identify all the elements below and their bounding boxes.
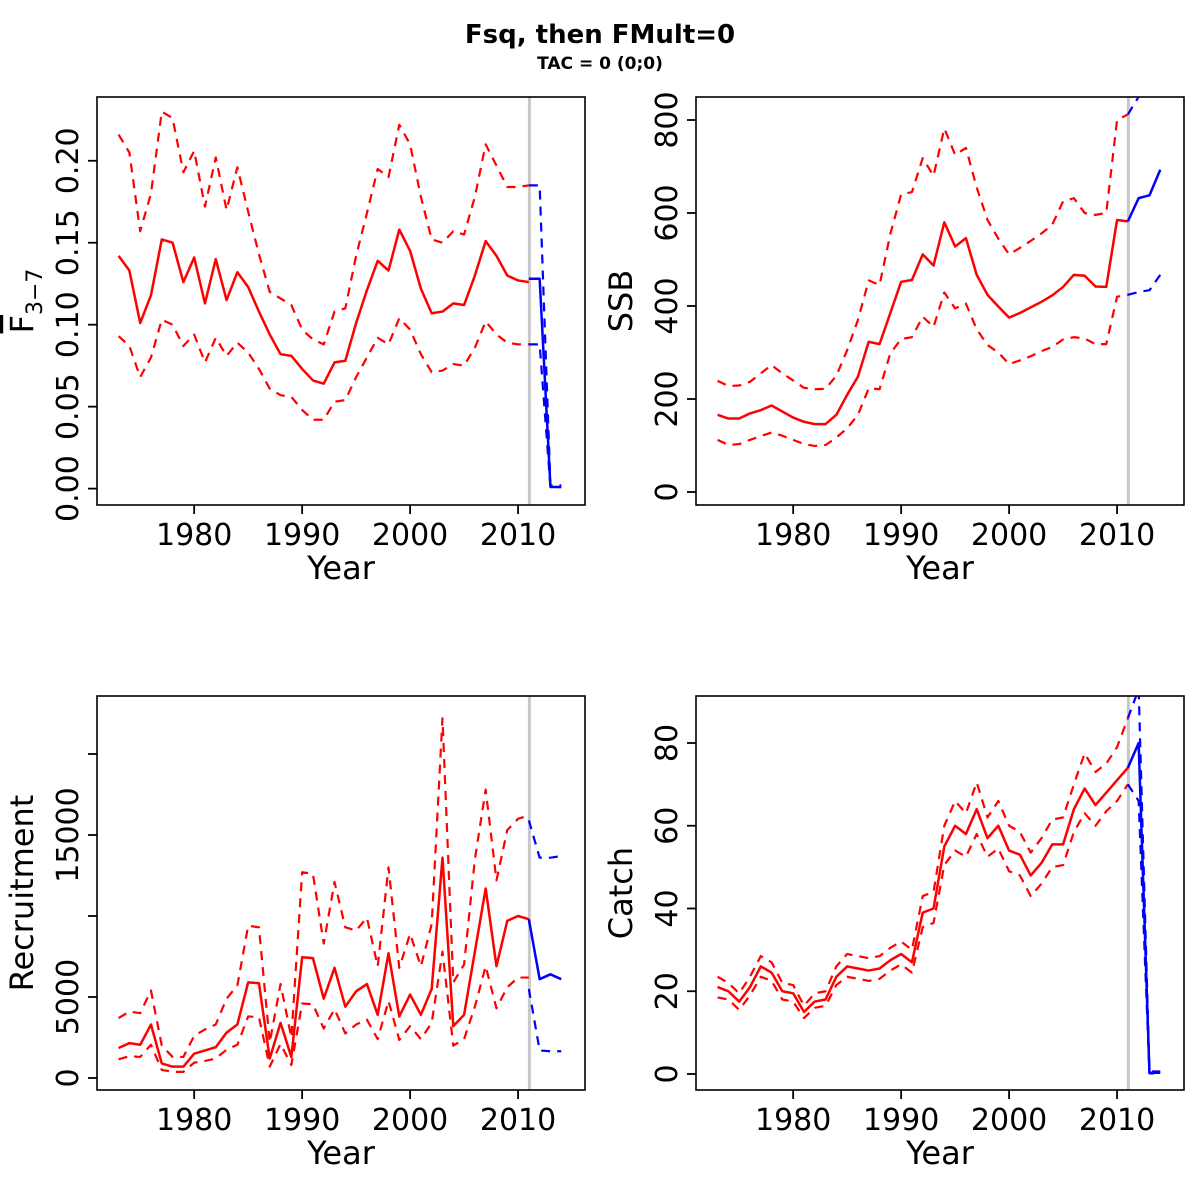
panel-catch: 1980 1990 2000 2010 0 20 40 60 80 Year Catch bbox=[602, 695, 1185, 1172]
y-tick-label: 800 bbox=[650, 91, 685, 148]
history-median-line bbox=[717, 767, 1129, 1014]
plot-area bbox=[717, 696, 1161, 1090]
y-tick-label: 400 bbox=[650, 277, 685, 334]
x-tick-label: 2010 bbox=[480, 518, 556, 553]
x-tick-label: 2010 bbox=[1079, 1103, 1155, 1138]
history-median-line bbox=[117, 228, 530, 385]
x-axis-label: Year bbox=[905, 549, 975, 587]
y-axis-label: Catch bbox=[602, 847, 640, 939]
history-lower-band-line bbox=[717, 291, 1129, 448]
y-tick-label: 0 bbox=[51, 1068, 86, 1087]
x-axis-label: Year bbox=[306, 1134, 376, 1172]
x-axis-label: Year bbox=[905, 1134, 975, 1172]
axis-box bbox=[96, 96, 586, 506]
y-tick-label: 0 bbox=[650, 482, 685, 501]
forecast-lower-band-line bbox=[1127, 274, 1162, 296]
forecast-upper-band-line bbox=[527, 820, 562, 859]
forecast-median-line bbox=[1126, 169, 1162, 222]
y-tick-label: 200 bbox=[650, 370, 685, 427]
x-tick-label: 2000 bbox=[971, 1103, 1047, 1138]
y-tick-label: 40 bbox=[650, 889, 685, 927]
panel-recruitment: 1980 1990 2000 2010 0 5000 15000 Year Recruitmen… bbox=[3, 695, 586, 1172]
x-tick-label: 1980 bbox=[755, 518, 831, 553]
history-median-line bbox=[717, 218, 1129, 426]
y-tick-label: 0 bbox=[650, 1064, 685, 1083]
y-axis-label: SSB bbox=[602, 270, 640, 333]
forecast-median-line bbox=[527, 919, 562, 981]
y-tick-label: 60 bbox=[650, 807, 685, 845]
plot-area bbox=[118, 696, 562, 1090]
x-tick-label: 2000 bbox=[372, 518, 448, 553]
x-tick-label: 1990 bbox=[264, 518, 340, 553]
y-axis-label: F3−7 bbox=[3, 269, 48, 334]
y-tick-label: 80 bbox=[650, 724, 685, 762]
x-axis-label: Year bbox=[306, 549, 376, 587]
plot-area bbox=[717, 97, 1162, 505]
x-tick-label: 1990 bbox=[264, 1103, 340, 1138]
page-title: Fsq, then FMult=0 bbox=[464, 20, 736, 50]
axis-box bbox=[695, 695, 1185, 1091]
x-tick-label: 1980 bbox=[156, 518, 232, 553]
forecast-lower-band-line bbox=[528, 343, 562, 489]
history-lower-band-line bbox=[117, 317, 529, 421]
panel-f37: 1980 1990 2000 2010 0.00 0.05 0.10 0.15 0.20 Year… bbox=[3, 96, 586, 587]
y-tick-label: 0.10 bbox=[51, 291, 86, 358]
forecast-median-line bbox=[528, 277, 562, 489]
x-tick-label: 1980 bbox=[755, 1103, 831, 1138]
y-tick-label: 0.00 bbox=[51, 455, 86, 522]
x-tick-label: 1990 bbox=[863, 1103, 939, 1138]
panel-ssb: 1980 1990 2000 2010 0 200 400 600 800 Year SSB bbox=[602, 91, 1185, 587]
x-tick-label: 1990 bbox=[863, 518, 939, 553]
x-tick-label: 1980 bbox=[156, 1103, 232, 1138]
plot-area bbox=[117, 97, 562, 505]
history-upper-band-line bbox=[717, 717, 1129, 1007]
axis-box bbox=[96, 695, 586, 1091]
y-tick-label: 20 bbox=[650, 972, 685, 1010]
history-upper-band-line bbox=[118, 717, 530, 1059]
history-upper-band-line bbox=[117, 110, 530, 346]
history-upper-band-line bbox=[717, 113, 1129, 391]
history-median-line bbox=[118, 856, 530, 1068]
y-tick-label: 5000 bbox=[51, 959, 86, 1035]
page-subtitle: TAC = 0 (0;0) bbox=[537, 54, 663, 74]
forecast-upper-band-line bbox=[528, 184, 562, 487]
y-tick-label: 600 bbox=[650, 184, 685, 241]
forecast-median-line bbox=[1126, 741, 1161, 1074]
y-tick-label: 0.20 bbox=[51, 127, 86, 194]
forecast-lower-band-line bbox=[527, 988, 562, 1053]
x-tick-label: 2010 bbox=[480, 1103, 556, 1138]
x-tick-label: 2000 bbox=[372, 1103, 448, 1138]
history-lower-band-line bbox=[118, 950, 529, 1073]
y-tick-label: 0.05 bbox=[51, 373, 86, 440]
x-tick-label: 2010 bbox=[1079, 518, 1155, 553]
y-axis-label: Recruitment bbox=[3, 795, 41, 992]
history-lower-band-line bbox=[717, 783, 1129, 1020]
x-tick-label: 2000 bbox=[971, 518, 1047, 553]
y-tick-label: 15000 bbox=[51, 787, 86, 882]
axis-box bbox=[695, 96, 1185, 506]
y-tick-label: 0.15 bbox=[51, 209, 86, 276]
